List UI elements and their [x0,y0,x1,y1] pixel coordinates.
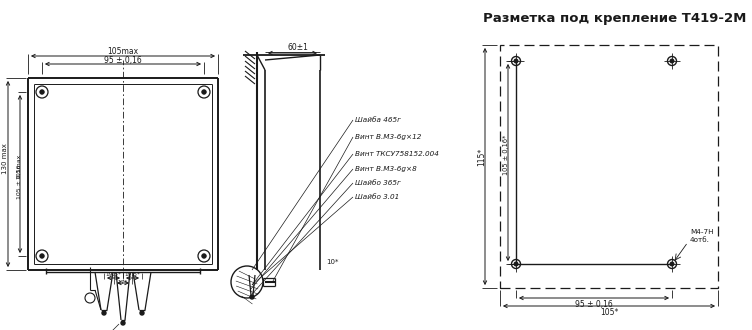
Circle shape [514,59,518,63]
Circle shape [140,311,144,315]
Text: 95 ± 0,16: 95 ± 0,16 [575,300,613,309]
Text: 105*: 105* [600,308,618,317]
Text: 105 ± 0,16*: 105 ± 0,16* [503,134,509,175]
Text: 19,5*: 19,5* [105,272,122,277]
Circle shape [514,262,518,266]
Circle shape [202,90,206,94]
Circle shape [40,254,44,258]
Text: Разметка под крепление Т419-2М: Разметка под крепление Т419-2М [484,12,747,25]
Text: Шайбо 3.01: Шайбо 3.01 [355,194,399,200]
Circle shape [250,295,254,299]
Text: 95 ± 0,16: 95 ± 0,16 [104,55,142,64]
Text: 105 ± 0,16: 105 ± 0,16 [17,165,22,199]
Text: 115*: 115* [478,148,487,166]
Text: 105max: 105max [17,153,22,179]
Circle shape [121,321,125,325]
Circle shape [670,262,674,266]
Text: Шайба 465г: Шайба 465г [355,117,401,123]
Text: М4-7Н
4отб.: М4-7Н 4отб. [690,229,714,243]
Text: 130 max: 130 max [2,144,8,175]
Text: Винт В.М3-6g×12: Винт В.М3-6g×12 [355,134,421,140]
Text: 17*: 17* [118,280,128,285]
Circle shape [670,59,674,63]
Circle shape [102,311,106,315]
Text: Винт ТКСУ758152.004: Винт ТКСУ758152.004 [355,151,439,157]
Text: 105max: 105max [108,48,138,56]
Text: 60±1: 60±1 [287,44,308,52]
Text: ø14,5: ø14,5 [81,329,99,330]
Text: Винт В.М3-6g×8: Винт В.М3-6g×8 [355,166,417,172]
Text: 10*: 10* [326,259,338,265]
Circle shape [202,254,206,258]
Bar [500,45,718,288]
Text: Шайбо 365г: Шайбо 365г [355,180,401,186]
Circle shape [40,90,44,94]
Text: 19,5*: 19,5* [125,272,141,277]
